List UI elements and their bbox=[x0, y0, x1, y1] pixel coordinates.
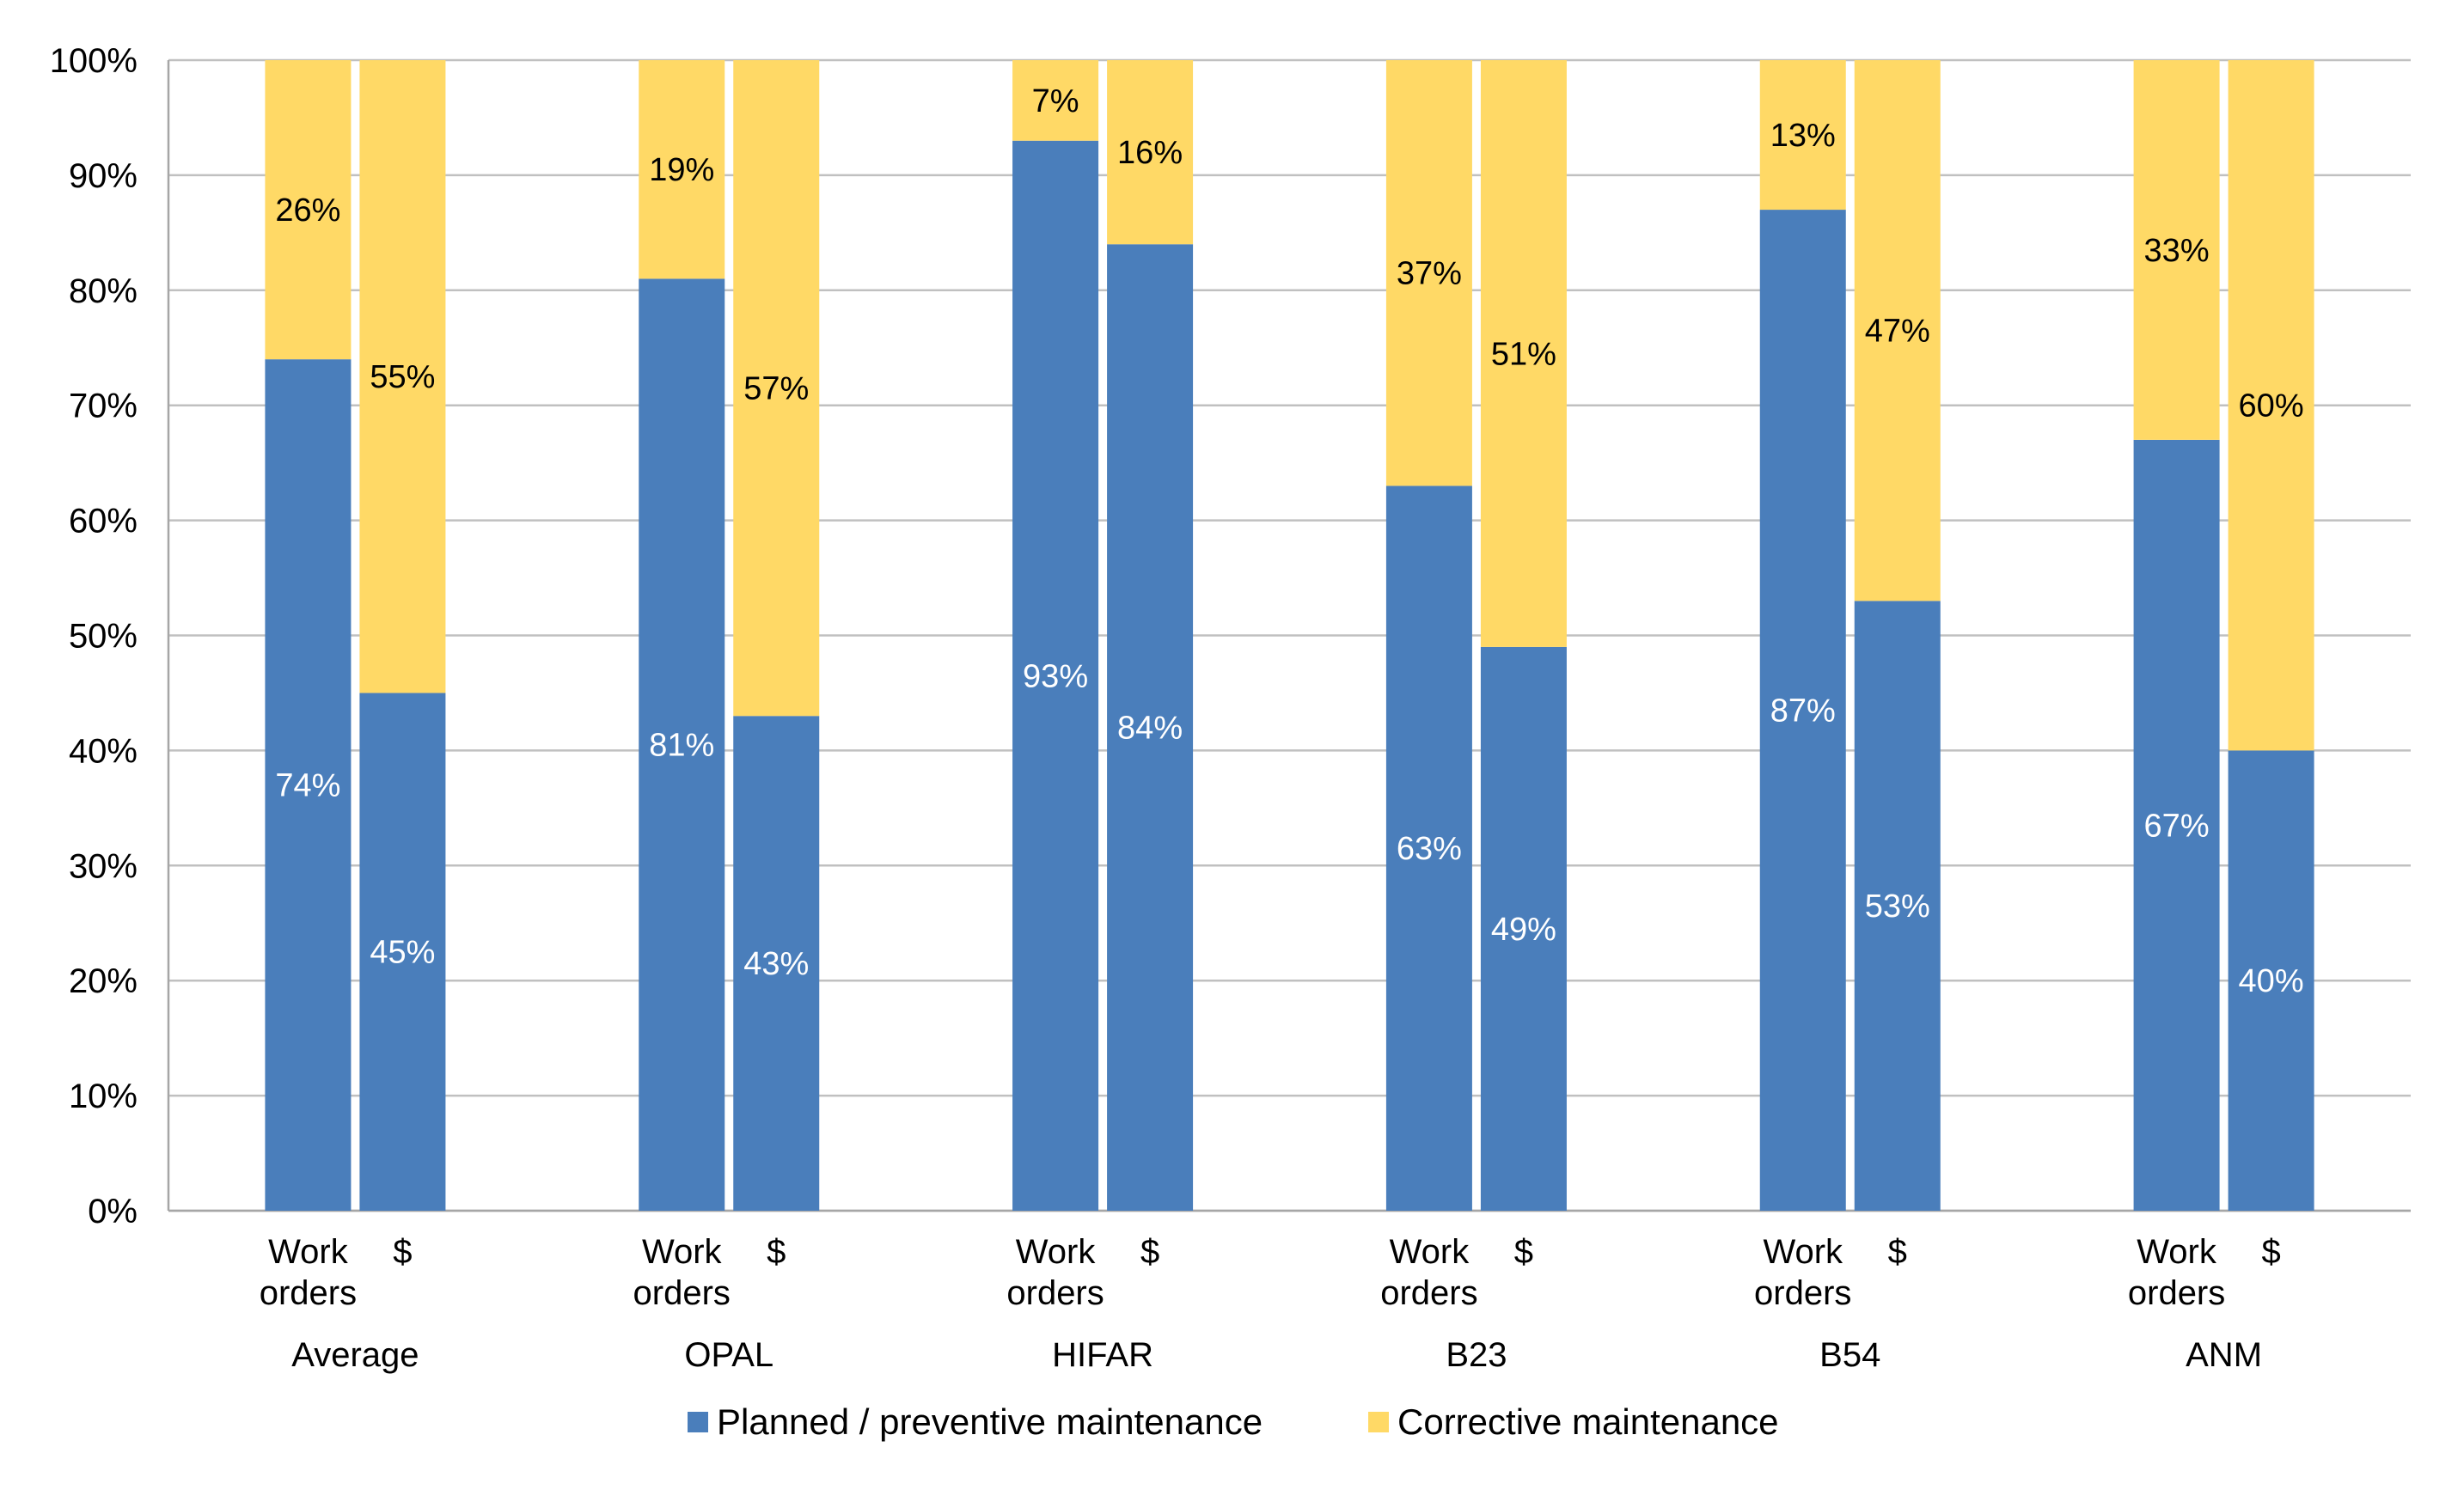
x-sub-label: Work bbox=[1763, 1233, 1843, 1271]
x-sub-label: $ bbox=[2261, 1233, 2280, 1271]
bar-segment-planned bbox=[265, 359, 352, 1211]
bar-segment-corrective bbox=[1759, 60, 1846, 211]
x-group-label: Average bbox=[291, 1336, 419, 1374]
x-sub-label: Work bbox=[2137, 1233, 2217, 1271]
data-label-corrective: 33% bbox=[2144, 233, 2210, 269]
bar-segment-planned bbox=[1107, 244, 1194, 1211]
x-sub-label: orders bbox=[260, 1274, 357, 1312]
data-labels: 74% 26% 45% 55% 81% 19% 43% 57% 93% 7% 84% 16% 63% 37… bbox=[275, 83, 2303, 999]
x-group-label: B23 bbox=[1446, 1336, 1507, 1374]
bars bbox=[265, 60, 2314, 1212]
data-label-corrective: 55% bbox=[370, 359, 435, 395]
y-tick-label: 20% bbox=[69, 962, 138, 1000]
bar-segment-corrective bbox=[1480, 60, 1567, 647]
x-sub-label: orders bbox=[1754, 1274, 1851, 1312]
data-label-corrective: 19% bbox=[649, 152, 714, 188]
x-sub-label: $ bbox=[1140, 1233, 1159, 1271]
legend: Planned / preventive maintenance Correcti… bbox=[688, 1401, 1779, 1442]
data-label-planned: 53% bbox=[1865, 888, 1930, 925]
x-sub-label: $ bbox=[1888, 1233, 1907, 1271]
bar-segment-planned bbox=[2228, 750, 2314, 1211]
bar-segment-corrective bbox=[1012, 60, 1099, 141]
x-group-label: HIFAR bbox=[1052, 1336, 1153, 1374]
y-tick-label: 0% bbox=[88, 1193, 138, 1230]
y-tick-label: 30% bbox=[69, 847, 138, 885]
x-group-label: OPAL bbox=[684, 1336, 773, 1374]
x-sub-label: orders bbox=[1380, 1274, 1477, 1312]
data-label-planned: 43% bbox=[743, 946, 809, 982]
bar-segment-planned bbox=[1759, 210, 1846, 1211]
y-axis-ticks: 0% 10% 20% 30% 40% 50% 60% 70% 80% 90% 100% bbox=[50, 42, 138, 1230]
x-sub-label: Work bbox=[1390, 1233, 1470, 1271]
data-label-planned: 63% bbox=[1397, 831, 1462, 867]
data-label-planned: 84% bbox=[1117, 711, 1183, 747]
y-tick-label: 90% bbox=[69, 157, 138, 195]
data-label-planned: 87% bbox=[1770, 693, 1836, 730]
x-axis: Workorders$AverageWorkorders$OPALWorkord… bbox=[260, 1233, 2281, 1374]
data-label-planned: 67% bbox=[2144, 808, 2210, 844]
data-label-planned: 49% bbox=[1491, 912, 1556, 948]
bar-segment-corrective bbox=[2228, 60, 2314, 751]
legend-label: Corrective maintenance bbox=[1397, 1401, 1779, 1442]
x-sub-label: orders bbox=[633, 1274, 731, 1312]
x-sub-label: orders bbox=[1006, 1274, 1104, 1312]
y-tick-label: 70% bbox=[69, 388, 138, 425]
data-label-planned: 40% bbox=[2239, 963, 2304, 999]
bar-segment-planned bbox=[1385, 485, 1472, 1211]
bar-segment-corrective bbox=[1107, 60, 1194, 245]
y-tick-label: 80% bbox=[69, 272, 138, 310]
legend-swatch bbox=[1368, 1412, 1389, 1432]
data-label-corrective: 13% bbox=[1770, 118, 1836, 154]
x-sub-label: $ bbox=[393, 1233, 412, 1271]
x-sub-label: orders bbox=[2128, 1274, 2225, 1312]
y-tick-label: 10% bbox=[69, 1078, 138, 1115]
bar-segment-planned bbox=[639, 278, 725, 1211]
legend-label: Planned / preventive maintenance bbox=[717, 1401, 1263, 1442]
data-label-corrective: 47% bbox=[1865, 314, 1930, 350]
x-sub-label: Work bbox=[642, 1233, 723, 1271]
bar-segment-corrective bbox=[359, 60, 446, 693]
y-tick-label: 50% bbox=[69, 618, 138, 656]
x-group-label: B54 bbox=[1819, 1336, 1880, 1374]
bar-segment-corrective bbox=[733, 60, 820, 717]
bar-segment-planned bbox=[1012, 140, 1099, 1212]
y-tick-label: 100% bbox=[50, 42, 138, 80]
gridlines bbox=[167, 58, 2411, 1212]
data-label-planned: 74% bbox=[275, 768, 340, 804]
bar-segment-corrective bbox=[1854, 60, 1941, 601]
x-sub-label: Work bbox=[1016, 1233, 1097, 1271]
bar-segment-planned bbox=[1854, 601, 1941, 1211]
bar-segment-corrective bbox=[2133, 60, 2220, 440]
bar-segment-corrective bbox=[1385, 60, 1472, 486]
data-label-corrective: 7% bbox=[1032, 83, 1079, 119]
data-label-planned: 93% bbox=[1023, 658, 1088, 694]
data-label-corrective: 16% bbox=[1117, 135, 1183, 171]
x-sub-label: Work bbox=[268, 1233, 349, 1271]
bar-segment-planned bbox=[733, 716, 820, 1211]
y-tick-label: 40% bbox=[69, 732, 138, 770]
x-sub-label: $ bbox=[767, 1233, 786, 1271]
data-label-corrective: 60% bbox=[2239, 388, 2304, 424]
bar-segment-planned bbox=[1480, 646, 1567, 1211]
bar-segment-planned bbox=[2133, 439, 2220, 1211]
bar-segment-corrective bbox=[639, 60, 725, 279]
y-tick-label: 60% bbox=[69, 503, 138, 540]
data-label-corrective: 57% bbox=[743, 371, 809, 407]
legend-swatch bbox=[688, 1412, 708, 1432]
data-label-corrective: 51% bbox=[1491, 336, 1556, 372]
bar-segment-planned bbox=[359, 693, 446, 1211]
x-sub-label: $ bbox=[1514, 1233, 1533, 1271]
data-label-corrective: 26% bbox=[275, 192, 340, 229]
data-label-planned: 81% bbox=[649, 728, 714, 764]
x-group-label: ANM bbox=[2186, 1336, 2262, 1374]
data-label-corrective: 37% bbox=[1397, 256, 1462, 292]
data-label-planned: 45% bbox=[370, 935, 435, 971]
bar-segment-corrective bbox=[265, 60, 352, 360]
